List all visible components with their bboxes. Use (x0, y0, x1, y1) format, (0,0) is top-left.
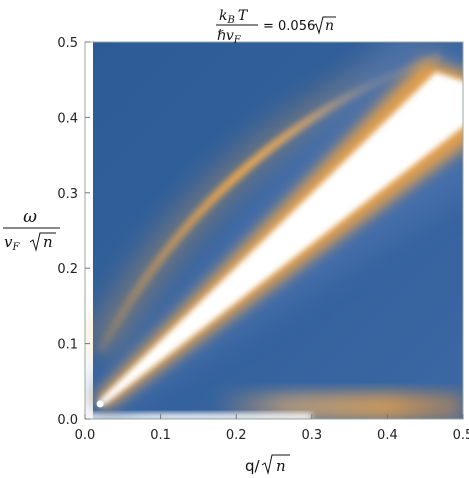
y-axis-label: ω vF n (3, 207, 60, 253)
ylabel-sqrt-sign (29, 232, 56, 252)
title-v: v (226, 28, 234, 44)
heatmap-area (85, 42, 463, 419)
x-tick-label: 0.2 (226, 428, 247, 443)
ylabel-omega: ω (23, 207, 37, 227)
main-band (98, 72, 463, 407)
xlabel-sqrt-n: n (276, 457, 286, 475)
title-hbar: ℏ (217, 28, 226, 44)
title-T: T (238, 8, 249, 24)
ylabel-sqrt-n: n (43, 233, 53, 251)
low-energy-edge (85, 413, 312, 419)
svg-text:ℏvF: ℏvF (217, 28, 242, 46)
title-B: B (226, 15, 234, 26)
x-tick-label: 0.1 (150, 428, 171, 443)
title-F: F (233, 35, 242, 46)
heatmap-left-strip (85, 42, 93, 419)
y-axis: 0.0 0.1 0.2 0.3 0.4 0.5 (57, 36, 90, 428)
y-tick-label: 0.2 (57, 262, 78, 277)
x-axis-label: q/ n (245, 454, 290, 475)
title-sqrt-sign (312, 16, 336, 35)
chart-title: kB T ℏvF = 0.056 n (216, 8, 336, 46)
y-tick-label: 0.4 (57, 111, 78, 126)
main-band-origin-point (96, 400, 104, 408)
ylabel-F: F (11, 242, 20, 253)
title-k: k (219, 8, 227, 24)
x-tick-label: 0.4 (377, 428, 398, 443)
y-tick-label: 0.0 (57, 413, 78, 428)
title-sqrt-n: n (325, 18, 334, 34)
x-tick-label: 0.5 (453, 428, 469, 443)
ylabel-v: v (4, 233, 13, 251)
svg-text:kBT: kB T (219, 8, 249, 26)
y-tick-label: 0.5 (57, 36, 78, 51)
svg-text:vF: vF (4, 233, 20, 253)
x-tick-label: 0.0 (75, 428, 96, 443)
title-equals: = 0.056 (263, 19, 315, 34)
y-tick-label: 0.1 (57, 338, 78, 353)
plot-frame (84, 41, 464, 420)
y-tick-label: 0.3 (57, 187, 78, 202)
x-axis: 0.0 0.1 0.2 0.3 0.4 0.5 (75, 414, 469, 443)
x-tick-label: 0.3 (301, 428, 322, 443)
xlabel-q: q/ (245, 457, 261, 475)
xlabel-sqrt-sign (261, 454, 290, 475)
